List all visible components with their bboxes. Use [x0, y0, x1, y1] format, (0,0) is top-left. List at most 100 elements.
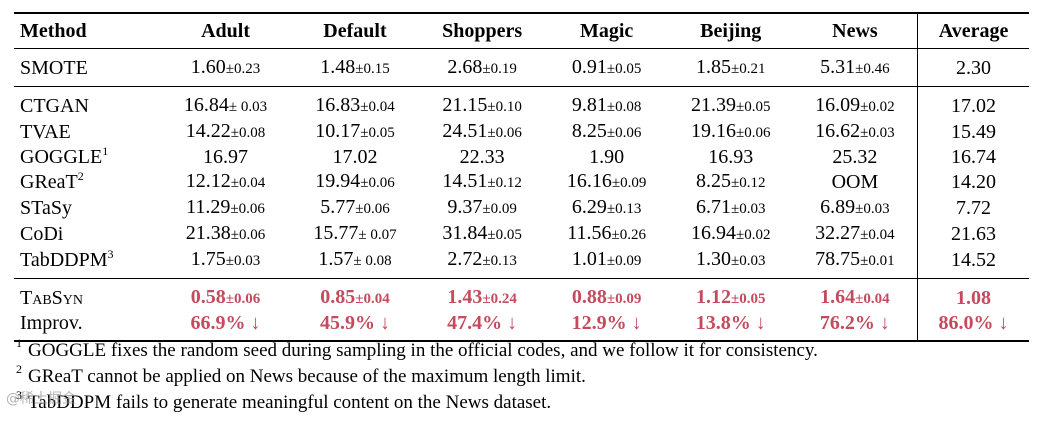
cell-std: ±0.13 [606, 201, 642, 217]
cell-value: 6.71 [695, 196, 731, 218]
table-body: SMOTE 1.60±0.23 1.48±0.15 2.68±0.19 0.91±0.0… [14, 48, 1029, 342]
table-row: GReaT2 12.12±0.04 19.94±0.06 14.51±0.12 16.1… [14, 169, 1029, 195]
cell-value: 9.37 [447, 196, 483, 218]
cell-std: ±0.24 [482, 291, 517, 307]
cell-std: ±0.05 [487, 227, 522, 243]
value-cell: 15.77± 0.07 [290, 221, 419, 247]
value-cell: 5.77±0.06 [290, 195, 419, 221]
cell-value: 16.09 [815, 94, 861, 116]
cell-value: 21.39 [690, 94, 736, 116]
cell-value: 2.68 [447, 56, 483, 78]
method-cell: TabSyn [14, 279, 161, 312]
value-cell: 9.37±0.09 [420, 195, 545, 221]
cell-std: ±0.12 [730, 175, 766, 191]
value-cell: 21.38±0.06 [161, 221, 290, 247]
cell-std: ± 0.03 [228, 99, 268, 115]
improvement-value: 47.4% ↓ [447, 312, 518, 334]
value-cell: 17.02 [290, 145, 419, 169]
cell-value: 22.33 [459, 146, 505, 168]
value-cell: 78.75±0.01 [792, 247, 918, 279]
method-cell: Improv. [14, 311, 161, 342]
value-cell: OOM [793, 169, 918, 195]
footnote-1: 1 GOGGLE fixes the random seed during sam… [16, 336, 818, 364]
cell-value: 1.85 [695, 56, 731, 78]
cell-std: ±0.05 [606, 61, 642, 77]
average-cell: 14.52 [917, 247, 1029, 279]
cell-std: ±0.05 [735, 99, 771, 115]
value-cell: 6.71±0.03 [669, 195, 793, 221]
table-row: GOGGLE1 16.97 17.02 22.33 1.90 16.93 25.32 16.7… [14, 145, 1029, 169]
value-cell: 66.9% ↓ [160, 311, 291, 342]
cell-value: 16.93 [708, 146, 754, 168]
method-name: TabDDPM [20, 249, 108, 271]
value-cell: 19.16±0.06 [669, 119, 793, 145]
cell-std: ±0.01 [860, 253, 895, 269]
cell-value: 10.17 [315, 120, 361, 142]
method-name: STaSy [20, 197, 72, 219]
improvement-value: 66.9% ↓ [190, 312, 261, 334]
cell-std: ±0.04 [860, 227, 895, 243]
footnote-ref: 2 [77, 169, 84, 183]
cell-std: ±0.05 [360, 125, 395, 141]
improvement-value: 45.9% ↓ [319, 312, 390, 334]
footnote-2: 2 GReaT cannot be applied on News because… [16, 363, 818, 390]
value-cell: 16.09±0.02 [793, 87, 918, 120]
header-row: Method Adult Default Shoppers Magic Beij… [14, 12, 1029, 49]
method-cell: GOGGLE1 [14, 145, 161, 169]
cell-value: 8.25 [571, 120, 607, 142]
value-cell: 1.60±0.23 [160, 48, 291, 87]
footnote-ref: 3 [107, 247, 114, 261]
value-cell: 9.81±0.08 [545, 87, 669, 120]
cell-value: 1.01 [571, 248, 607, 270]
method-name: CTGAN [20, 95, 89, 117]
table-row: TabDDPM3 1.75±0.03 1.57± 0.08 2.72±0.13 1.01… [14, 247, 1029, 279]
cell-std: ±0.06 [360, 175, 395, 191]
value-cell: 16.83±0.04 [290, 87, 419, 120]
method-name: GReaT [20, 171, 78, 193]
value-cell: 0.88±0.09 [545, 279, 669, 312]
cell-value: 15.77 [313, 222, 359, 244]
method-name: CoDi [20, 223, 64, 245]
cell-value: 19.94 [315, 170, 361, 192]
cell-std: ±0.03 [730, 201, 766, 217]
value-cell: 12.9% ↓ [544, 311, 669, 342]
value-cell: 47.4% ↓ [419, 311, 545, 342]
cell-value: 1.57 [318, 248, 354, 270]
cell-value: 24.51 [442, 120, 488, 142]
results-table: Method Adult Default Shoppers Magic Beij… [14, 12, 1029, 342]
method-cell: GReaT2 [14, 169, 161, 195]
value-cell: 0.91±0.05 [544, 48, 669, 87]
cell-value: 0.88 [571, 286, 607, 308]
cell-std: ±0.08 [606, 99, 642, 115]
value-cell: 2.68±0.19 [419, 48, 545, 87]
cell-std: ±0.06 [355, 201, 390, 217]
value-cell: 19.94±0.06 [290, 169, 419, 195]
cell-value: 1.48 [320, 56, 356, 78]
cell-std: ±0.06 [606, 125, 642, 141]
method-cell: CoDi [14, 221, 161, 247]
header-beijing: Beijing [668, 12, 793, 49]
table-row: CoDi 21.38±0.06 15.77± 0.07 31.84±0.05 11.56… [14, 221, 1029, 247]
average-cell: 21.63 [917, 221, 1029, 247]
value-cell: 76.2% ↓ [792, 311, 918, 342]
cell-std: ±0.09 [606, 291, 642, 307]
method-cell: STaSy [14, 195, 161, 221]
cell-std: ±0.09 [482, 201, 517, 217]
value-cell: 11.29±0.06 [161, 195, 290, 221]
header-news: News [792, 12, 918, 49]
cell-value: 9.81 [571, 94, 607, 116]
value-cell: 1.85±0.21 [668, 48, 793, 87]
cell-value: 16.16 [566, 170, 612, 192]
cell-value: 5.31 [820, 56, 856, 78]
average-cell: 1.08 [917, 278, 1029, 311]
cell-std: ±0.06 [487, 125, 522, 141]
improvement-value: 86.0% ↓ [938, 312, 1009, 334]
footnote-mark: 1 [16, 336, 22, 350]
value-cell: 0.85±0.04 [290, 279, 419, 312]
cell-value: 16.94 [690, 222, 736, 244]
value-cell: 2.72±0.13 [419, 247, 545, 279]
cell-std: ± 0.08 [353, 253, 392, 269]
value-cell: 24.51±0.06 [420, 119, 545, 145]
cell-value: 1.08 [956, 287, 992, 309]
cell-std: ±0.21 [730, 61, 766, 77]
